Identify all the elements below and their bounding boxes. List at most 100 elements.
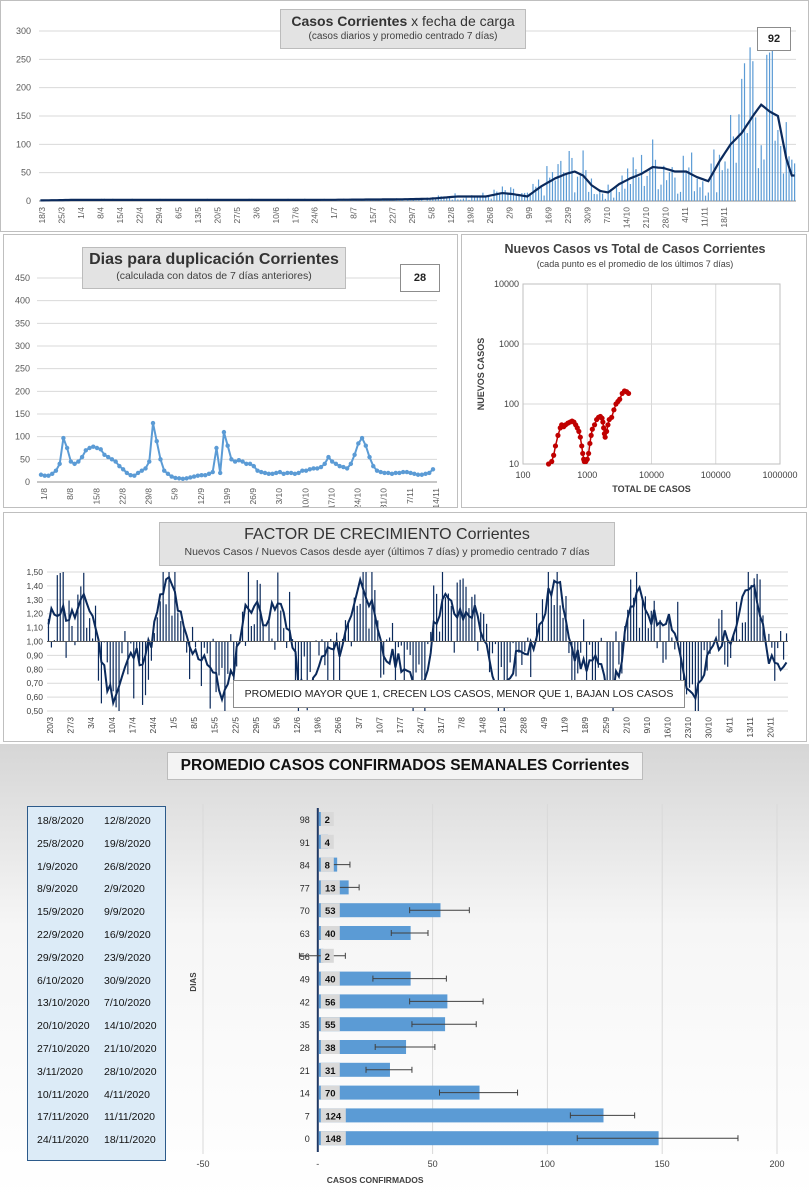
growth-bar (147, 641, 150, 680)
daily-bar (421, 199, 423, 201)
scatter-point (611, 407, 617, 413)
growth-bar (638, 627, 641, 642)
daily-bar (554, 180, 556, 201)
doubling-point (244, 461, 249, 467)
growth-bar (436, 593, 438, 642)
x-tick-label: 25/9 (601, 717, 611, 734)
daily-bar (702, 181, 704, 201)
value-label: 40 (325, 975, 336, 986)
scatter-point (591, 422, 598, 428)
daily-bar (504, 190, 506, 201)
doubling-point (214, 445, 219, 451)
weekly-bar (318, 994, 448, 1009)
x-tick-label: 28/8 (518, 717, 528, 734)
daily-bar (768, 52, 771, 202)
growth-bar (430, 631, 432, 642)
growth-bar (568, 641, 570, 654)
daily-bar (462, 198, 465, 201)
daily-bar (487, 196, 490, 201)
daily-cases-title: Casos Corrientes (291, 13, 408, 29)
daily-bar (588, 191, 590, 201)
growth-bar (171, 615, 173, 642)
daily-bar (791, 159, 793, 201)
growth-bar (550, 594, 552, 642)
dias-label: 49 (300, 975, 310, 985)
doubling-point (162, 468, 167, 473)
doubling-point (281, 471, 286, 477)
daily-bar (465, 197, 467, 201)
daily-bar (563, 172, 565, 201)
doubling-point (266, 471, 271, 477)
growth-bar (189, 641, 191, 680)
daily-bar (384, 200, 387, 201)
doubling-days-panel: 0 50 100 150 200 250 300 350 400 450 1/8 8/8 15/8 22/… (3, 234, 458, 508)
daily-bar (540, 186, 542, 201)
x-tick-label: 6/11 (724, 717, 734, 733)
x-tick-label: 21/8 (498, 717, 508, 734)
y-tick-label: 100 (16, 139, 31, 149)
daily-bar (529, 193, 531, 201)
y-tick-label: 0,70 (26, 678, 43, 688)
growth-bar (362, 572, 364, 642)
doubling-point (374, 468, 380, 473)
growth-bar (89, 618, 91, 642)
x-tick-label: 24/4 (148, 717, 158, 734)
week-end-date: 27/10/2020 (37, 1043, 90, 1055)
growth-bar (230, 634, 232, 642)
doubling-point (296, 470, 301, 476)
growth-bar (697, 641, 699, 711)
daily-bar (39, 200, 41, 201)
growth-bar (321, 639, 323, 642)
doubling-point (330, 459, 335, 464)
growth-bar (186, 641, 188, 653)
growth-bar (662, 641, 664, 663)
growth-bar (194, 641, 197, 648)
x-tick-label: 24/10 (353, 488, 363, 508)
value-label: 40 (325, 929, 336, 940)
weekly-bar (318, 971, 411, 986)
growth-bar (494, 641, 497, 645)
x-tick-label: 20/11 (765, 717, 775, 738)
growth-bar (300, 641, 302, 696)
y-tick-label: 1,10 (26, 623, 43, 633)
daily-bar (777, 130, 779, 201)
x-tick-label: 13/5 (193, 207, 203, 224)
doubling-point (236, 458, 242, 463)
growth-bar (609, 641, 611, 690)
doubling-point (262, 470, 268, 476)
growth-bar (562, 617, 564, 642)
x-tick-label: 10000 (639, 470, 664, 480)
x-tick-label: 28/10 (660, 207, 670, 229)
growth-bar (474, 594, 476, 642)
daily-bar (682, 155, 684, 201)
growth-bar (656, 641, 658, 649)
weekly-bar (318, 903, 441, 918)
x-tick-label: 26/9 (248, 488, 258, 505)
x-tick-label: 5/9 (170, 488, 180, 500)
growth-bar (677, 601, 679, 642)
new-vs-total-subtitle: (cada punto es el promedio de los último… (536, 259, 734, 269)
doubling-point (46, 473, 51, 478)
scatter-point (602, 434, 608, 440)
growth-bar (688, 641, 691, 688)
week-start-date: 14/10/2020 (104, 1020, 157, 1033)
y-tick-label: 100 (15, 432, 30, 442)
daily-bar (638, 177, 640, 201)
growth-bar (71, 625, 73, 642)
growth-bar (606, 641, 608, 704)
doubling-point (83, 448, 89, 453)
daily-bar (640, 154, 643, 201)
doubling-point (57, 461, 62, 467)
daily-cases-title-rest: x fecha de carga (407, 13, 515, 29)
daily-bar (499, 192, 501, 201)
value-label-bg (320, 834, 334, 849)
doubling-point (139, 468, 144, 473)
daily-bar (543, 195, 545, 201)
daily-bar (691, 152, 693, 201)
x-tick-label: 4/11 (680, 207, 690, 223)
growth-bar (674, 641, 676, 650)
daily-bar (568, 151, 570, 201)
doubling-point (91, 444, 96, 449)
y-tick-label: 1,20 (26, 609, 43, 619)
